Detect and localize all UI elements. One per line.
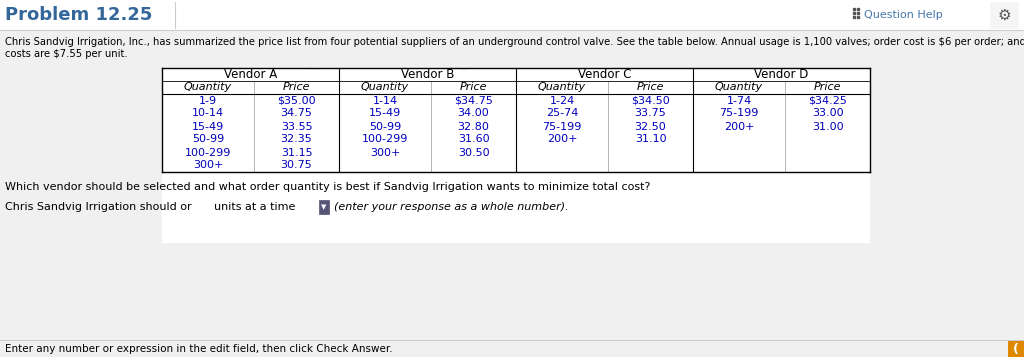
Text: 31.00: 31.00 bbox=[812, 121, 844, 131]
Bar bbox=[607, 61, 614, 67]
Text: 1-74: 1-74 bbox=[726, 96, 752, 106]
Text: 300+: 300+ bbox=[193, 161, 223, 171]
Text: Chris Sandvig Irrigation, Inc., has summarized the price list from four potentia: Chris Sandvig Irrigation, Inc., has summ… bbox=[5, 37, 1024, 47]
Bar bbox=[299, 200, 329, 214]
Bar bbox=[162, 68, 870, 243]
Text: $34.25: $34.25 bbox=[808, 96, 847, 106]
Text: ⚙: ⚙ bbox=[997, 7, 1011, 22]
Text: 30.50: 30.50 bbox=[458, 147, 489, 157]
Text: 34.00: 34.00 bbox=[458, 109, 489, 119]
FancyBboxPatch shape bbox=[847, 4, 969, 26]
Text: 30.75: 30.75 bbox=[281, 161, 312, 171]
Text: Chris Sandvig Irrigation should order: Chris Sandvig Irrigation should order bbox=[5, 202, 210, 212]
Bar bbox=[319, 200, 329, 214]
Text: Enter any number or expression in the edit field, then click Check Answer.: Enter any number or expression in the ed… bbox=[5, 344, 392, 354]
Bar bbox=[193, 201, 210, 213]
Text: ▼: ▼ bbox=[322, 204, 327, 210]
Text: 25-74: 25-74 bbox=[546, 109, 579, 119]
Bar bbox=[460, 63, 467, 69]
Text: Price: Price bbox=[283, 82, 310, 92]
Text: 200+: 200+ bbox=[724, 121, 755, 131]
Text: 1-9: 1-9 bbox=[199, 96, 217, 106]
Bar bbox=[1008, 341, 1024, 357]
Text: 31.15: 31.15 bbox=[281, 147, 312, 157]
Text: 33.00: 33.00 bbox=[812, 109, 844, 119]
Bar bbox=[154, 61, 161, 67]
Text: 75-199: 75-199 bbox=[543, 121, 582, 131]
Text: Vendor A: Vendor A bbox=[224, 68, 278, 81]
Bar bbox=[990, 2, 1018, 28]
Text: units at a time from: units at a time from bbox=[214, 202, 325, 212]
Text: 32.35: 32.35 bbox=[281, 135, 312, 145]
Bar bbox=[605, 63, 612, 69]
Text: 34.75: 34.75 bbox=[281, 109, 312, 119]
Text: 300+: 300+ bbox=[370, 147, 400, 157]
Text: Price: Price bbox=[637, 82, 665, 92]
Text: 15-49: 15-49 bbox=[191, 121, 224, 131]
Text: Vendor D: Vendor D bbox=[755, 68, 809, 81]
Text: 1-24: 1-24 bbox=[550, 96, 574, 106]
Text: $34.75: $34.75 bbox=[454, 96, 493, 106]
Bar bbox=[152, 63, 159, 69]
Text: $34.50: $34.50 bbox=[631, 96, 670, 106]
Text: costs are $7.55 per unit.: costs are $7.55 per unit. bbox=[5, 49, 128, 59]
Bar bbox=[312, 61, 319, 67]
Text: $35.00: $35.00 bbox=[278, 96, 315, 106]
Text: 50-99: 50-99 bbox=[191, 135, 224, 145]
Text: Quantity: Quantity bbox=[360, 82, 409, 92]
Text: 1-14: 1-14 bbox=[373, 96, 397, 106]
Text: Quantity: Quantity bbox=[715, 82, 763, 92]
Text: (enter your response as a whole number).: (enter your response as a whole number). bbox=[334, 202, 568, 212]
Text: Problem 12.25: Problem 12.25 bbox=[5, 6, 153, 24]
Text: 32.50: 32.50 bbox=[635, 121, 667, 131]
Text: 31.10: 31.10 bbox=[635, 135, 667, 145]
Text: Question Help: Question Help bbox=[864, 10, 943, 20]
Text: Which vendor should be selected and what order quantity is best if Sandvig Irrig: Which vendor should be selected and what… bbox=[5, 182, 650, 192]
Text: 75-199: 75-199 bbox=[719, 109, 759, 119]
Text: Quantity: Quantity bbox=[184, 82, 232, 92]
Bar bbox=[0, 0, 1024, 30]
Bar bbox=[462, 61, 469, 67]
Text: 33.55: 33.55 bbox=[281, 121, 312, 131]
Text: 31.60: 31.60 bbox=[458, 135, 489, 145]
Text: 10-14: 10-14 bbox=[191, 109, 224, 119]
Text: 200+: 200+ bbox=[547, 135, 578, 145]
Text: 50-99: 50-99 bbox=[369, 121, 401, 131]
Text: (: ( bbox=[1013, 342, 1019, 356]
Text: 32.80: 32.80 bbox=[458, 121, 489, 131]
Bar bbox=[310, 63, 317, 69]
Text: Price: Price bbox=[460, 82, 487, 92]
Text: Quantity: Quantity bbox=[538, 82, 586, 92]
Text: Vendor B: Vendor B bbox=[400, 68, 455, 81]
Text: 100-299: 100-299 bbox=[361, 135, 409, 145]
Text: Vendor C: Vendor C bbox=[578, 68, 631, 81]
Text: 15-49: 15-49 bbox=[369, 109, 401, 119]
Text: 100-299: 100-299 bbox=[185, 147, 231, 157]
Text: Price: Price bbox=[814, 82, 842, 92]
Text: 33.75: 33.75 bbox=[635, 109, 667, 119]
